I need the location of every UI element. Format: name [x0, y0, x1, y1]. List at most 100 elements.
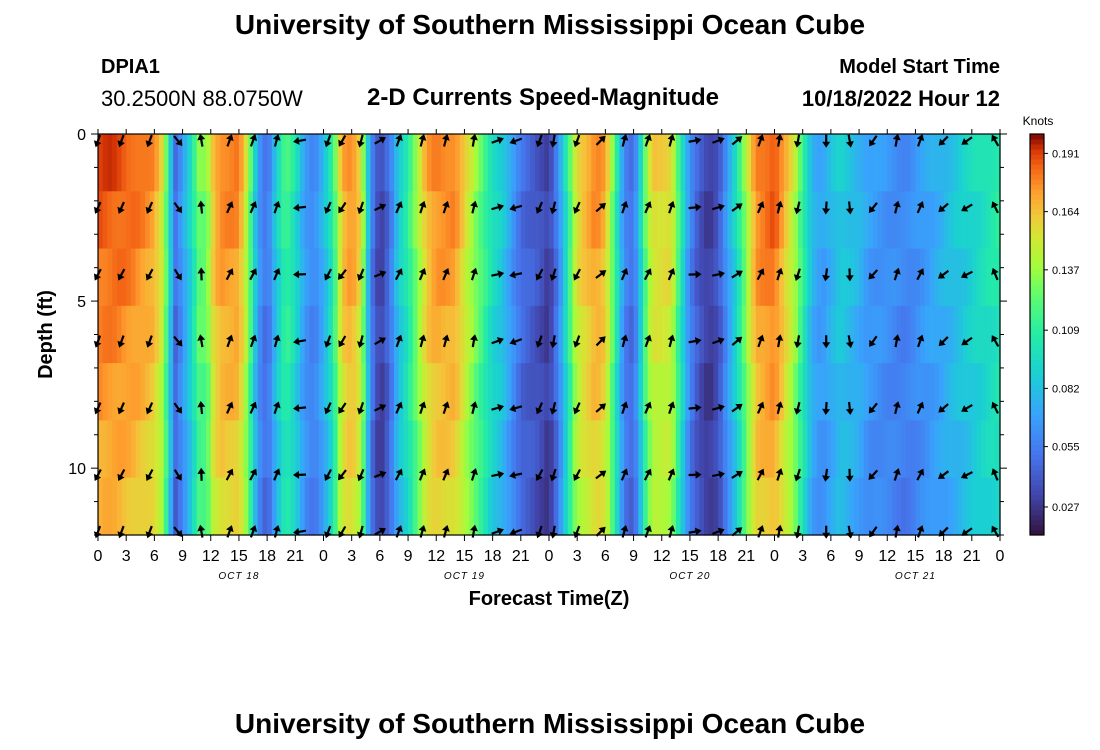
heatmap-cell	[741, 363, 747, 422]
heatmap-cell	[863, 305, 870, 364]
heatmap-cell	[257, 134, 264, 192]
heatmap-cell	[727, 248, 733, 307]
heatmap-cell	[243, 191, 249, 250]
heatmap-cell	[224, 134, 231, 192]
heatmap-cell	[929, 248, 935, 307]
heatmap-cell	[765, 420, 771, 479]
heatmap-cell	[600, 363, 606, 422]
heatmap-cell	[699, 134, 705, 192]
x-tick-label: 18	[709, 548, 727, 565]
heatmap-cell	[652, 248, 658, 307]
heatmap-cell	[112, 134, 118, 192]
current-arrow	[892, 401, 901, 415]
colorbar-segment	[1030, 429, 1044, 436]
heatmap-cell	[464, 248, 470, 307]
current-arrow	[756, 401, 765, 414]
colorbar-segment	[1030, 394, 1044, 401]
heatmap-cell	[229, 248, 235, 307]
heatmap-cell	[159, 134, 165, 192]
heatmap-cell	[257, 191, 264, 250]
heatmap-cell	[182, 134, 188, 192]
heatmap-cell	[967, 305, 973, 364]
heatmap-cell	[863, 248, 870, 307]
colorbar-segment	[1030, 514, 1044, 521]
heatmap-cell	[187, 477, 193, 536]
current-arrow	[535, 402, 544, 415]
heatmap-cell	[727, 191, 733, 250]
current-arrow	[293, 470, 307, 479]
heatmap-cell	[614, 191, 621, 250]
colorbar-segment	[1030, 479, 1044, 486]
heatmap-cell	[793, 363, 799, 422]
heatmap-cell	[403, 305, 409, 364]
heatmap-cell	[751, 248, 757, 307]
current-arrow	[249, 401, 258, 414]
heatmap-cell	[328, 134, 334, 192]
heatmap-cell	[450, 420, 456, 479]
heatmap-cell	[506, 134, 513, 192]
heatmap-cell	[633, 248, 639, 307]
heatmap-cell	[854, 248, 860, 307]
heatmap-cell	[210, 248, 217, 307]
colorbar-segment	[1030, 324, 1044, 330]
heatmap-cell	[196, 134, 202, 192]
heatmap-cell	[314, 248, 320, 307]
current-arrow	[338, 201, 347, 214]
heatmap-cell	[511, 477, 517, 536]
heatmap-cell	[229, 363, 235, 422]
heatmap-cell	[267, 248, 273, 307]
heatmap-cell	[577, 305, 583, 364]
current-arrow	[226, 134, 234, 147]
colorbar-segment	[1030, 519, 1044, 526]
heatmap-cell	[783, 134, 790, 192]
heatmap-cell	[694, 477, 700, 536]
current-arrow	[620, 401, 629, 415]
heatmap-cell	[760, 305, 766, 364]
heatmap-cell	[144, 191, 151, 250]
current-arrow	[644, 201, 652, 214]
heatmap-cell	[657, 305, 663, 364]
current-arrow	[822, 134, 831, 148]
heatmap-cell	[365, 420, 372, 479]
heatmap-cell	[826, 191, 832, 250]
colorbar-tick-label: 0.191	[1052, 148, 1080, 160]
current-arrow	[272, 334, 281, 348]
heatmap-cell	[553, 248, 559, 307]
heatmap-cell	[924, 363, 931, 422]
heatmap-cell	[854, 363, 860, 422]
heatmap-cell	[835, 248, 841, 307]
heatmap-cell	[751, 191, 757, 250]
x-tick-label: 15	[230, 548, 248, 565]
heatmap-cell	[826, 134, 832, 192]
heatmap-cell	[600, 477, 606, 536]
heatmap-cell	[502, 305, 508, 364]
heatmap-cell	[638, 134, 644, 192]
heatmap-cell	[760, 477, 766, 536]
current-arrow	[173, 335, 183, 347]
heatmap-cell	[694, 420, 700, 479]
heatmap-cell	[600, 134, 606, 192]
heatmap-cell	[285, 134, 292, 192]
heatmap-cell	[741, 134, 747, 192]
heatmap-cell	[300, 248, 306, 307]
heatmap-cell	[281, 477, 287, 536]
heatmap-cell	[906, 420, 912, 479]
colorbar-segment	[1030, 444, 1044, 451]
heatmap-cell	[417, 477, 423, 536]
current-arrow	[756, 201, 765, 214]
current-arrow	[117, 335, 125, 348]
heatmap-cell	[628, 134, 635, 192]
heatmap-cell	[943, 420, 949, 479]
heatmap-cell	[450, 191, 456, 250]
current-arrow	[395, 134, 403, 147]
heatmap-cell	[285, 477, 292, 536]
heatmap-cell	[840, 134, 846, 192]
heatmap-cell	[342, 305, 348, 364]
colorbar-segment	[1030, 509, 1044, 516]
heatmap-cell	[417, 134, 423, 192]
heatmap-cell	[755, 477, 762, 536]
x-date-label: OCT 19	[444, 571, 485, 582]
current-arrow	[374, 403, 387, 412]
heatmap-cell	[539, 363, 545, 422]
heatmap-cell	[962, 134, 968, 192]
